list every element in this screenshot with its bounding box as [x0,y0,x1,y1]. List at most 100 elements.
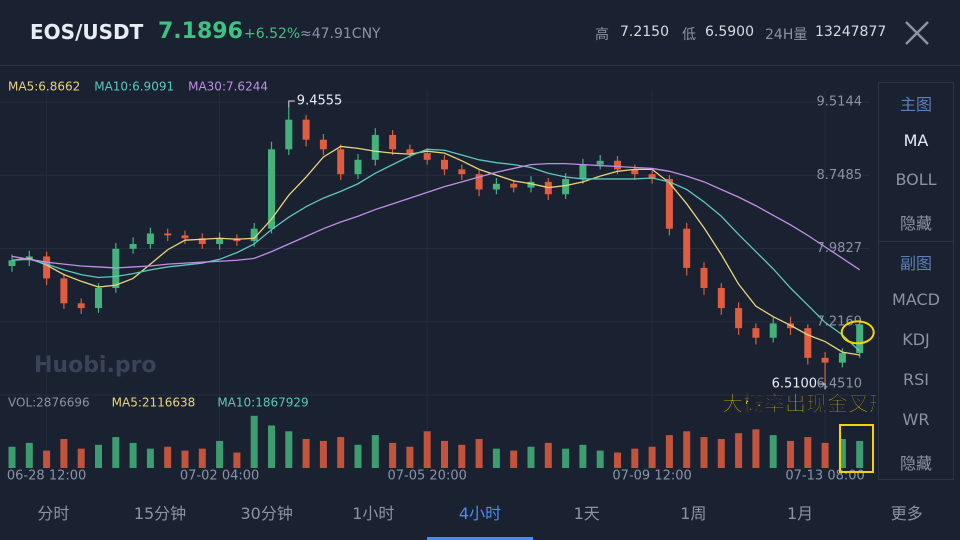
candle-body [216,238,224,244]
candle-body [146,233,154,244]
candle-body [596,160,604,165]
candle-body [821,357,829,363]
x-tick-label: 07-13 08:00 [785,469,864,484]
candle-body [423,153,431,160]
interval-tab[interactable]: 更多 [890,504,923,523]
volume-bar [838,439,846,468]
watermark: Huobi.pro [34,353,157,378]
candle-body [562,178,570,195]
indicator-option[interactable]: 隐藏 [899,213,932,233]
legend-entry: MA10:6.9091 [94,80,174,94]
volume-bar [735,433,743,468]
candle-body [458,169,466,175]
vol: 13247877 [815,24,887,40]
volume-legend: VOL:2876696 [8,396,90,410]
candle-body [475,174,483,190]
change: +6.52% [244,26,301,42]
volume-bar [8,446,16,468]
candle-body [752,328,760,338]
volume-bar [337,437,345,468]
min-label: 6.5100 [772,377,818,392]
volume-bar [198,448,206,468]
interval-tab[interactable]: 30分钟 [240,504,293,523]
volume-bar [43,450,51,468]
legend-entry: MA5:6.8662 [8,80,80,94]
volume-bar [527,446,535,468]
indicator-option[interactable]: MA [903,130,929,150]
indicator-option[interactable]: KDJ [902,330,930,349]
chart: Huobi.pro 9.5144 8.7485 7.9827 7.2169 6.4510 0… [0,80,876,484]
candle-body [302,119,310,140]
candle-body [804,328,812,358]
interval-tab[interactable]: 1小时 [352,504,395,523]
volume-bar [406,446,414,468]
candle-body [527,181,535,188]
candle-body [8,260,16,266]
volume-bar [787,440,794,468]
candle-body [181,235,189,239]
header: EOS/USDT 7.1896 +6.52% ≈47.91CNY 高 7.215… [0,0,960,66]
panel-heading: 主图 [899,95,932,114]
candle-body [614,160,621,170]
volume-legend: MA5:2116638 [112,396,196,410]
ma-line [11,145,860,356]
x-tick-label: 06-28 12:00 [7,469,86,484]
interval-tab[interactable]: 15分钟 [133,504,187,523]
volume-bar [562,448,570,468]
price: 7.1896 [158,19,243,44]
candle-body [60,278,68,304]
candle-body [129,244,137,249]
interval-tab[interactable]: 1周 [680,504,707,523]
cny: ≈47.91CNY [300,26,381,42]
volume-bar [458,444,466,468]
volume-bar [60,439,68,468]
y-tick-label: 7.2169 [817,314,863,329]
divider [879,241,953,242]
candle-body [665,178,673,229]
volume-bar [665,435,673,468]
candle-body [648,174,656,179]
candle-body [77,303,85,309]
indicator-option[interactable]: WR [902,410,930,429]
volume-bar [648,446,656,468]
interval-tab[interactable]: 分时 [37,504,70,523]
indicator-option[interactable]: BOLL [895,170,937,189]
indicator-option[interactable]: 隐藏 [899,454,932,473]
callout-circle [840,320,875,345]
candle-body [735,308,743,329]
y-tick-label: 8.7485 [817,168,863,183]
interval-tab[interactable]: 1月 [786,504,814,523]
max-label: 9.4555 [297,94,343,109]
volume-bar [614,452,621,468]
volume-bar [112,437,120,468]
volume-bar [95,444,102,468]
candle-body [354,159,362,175]
high-label: 高 [595,27,609,43]
low: 6.5900 [705,24,754,40]
volume-bar [216,440,224,468]
ma-line [11,163,861,271]
volume-bar [631,448,639,468]
candle-body [492,183,500,190]
panel-heading: 副图 [899,254,932,273]
max-pointer [288,100,295,108]
candle-body [631,169,639,175]
candle-body [769,323,777,338]
close-icon[interactable] [0,0,960,65]
volume-bar [371,435,379,468]
interval-tab[interactable]: 1天 [573,504,600,523]
candle-body [441,159,448,170]
y-tick-label: 9.5144 [817,95,863,110]
volume-bar [233,452,241,468]
candle-body [319,139,327,150]
volume-bar [302,439,310,468]
low-label: 低 [682,27,696,43]
volume-bar [354,444,362,468]
indicator-option[interactable]: MACD [892,290,940,309]
indicator-option[interactable]: RSI [903,370,929,389]
interval-tab[interactable]: 4小时 [426,492,534,540]
volume-bar [717,439,725,468]
candle-body [198,238,206,244]
legend-entry: MA30:7.6244 [188,80,268,94]
